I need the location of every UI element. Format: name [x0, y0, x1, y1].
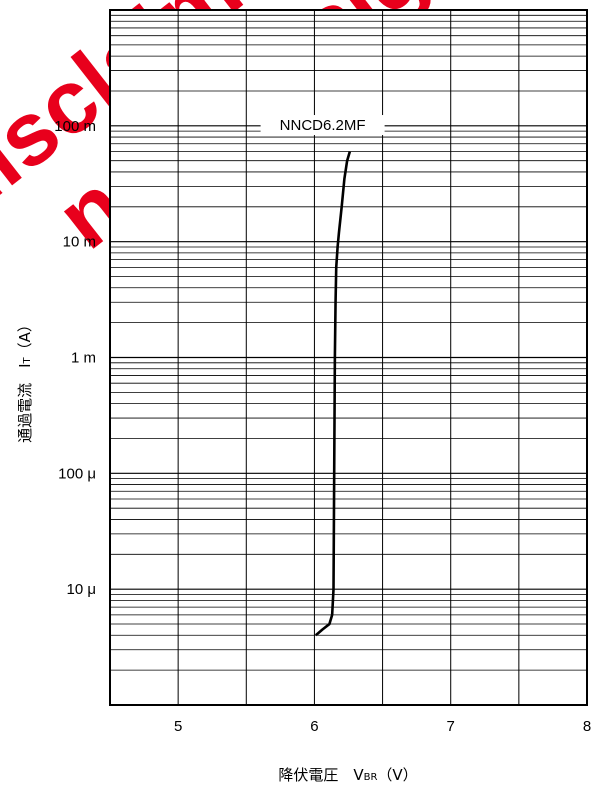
y-axis-label: 通過電流 I	[16, 363, 34, 442]
x-axis-title: 降伏電圧 VBR（V）	[278, 766, 417, 784]
y-axis-subscript: T	[22, 356, 33, 364]
y-tick-label: 10 m	[63, 234, 96, 251]
x-tick-label: 8	[583, 718, 591, 735]
x-tick-label: 5	[174, 718, 182, 735]
x-tick-labels: 5 6 7 8	[174, 718, 591, 735]
plot-frame	[109, 9, 588, 706]
series-line	[314, 151, 352, 637]
x-axis-label: 降伏電圧 V	[278, 766, 364, 784]
y-tick-label: 1 m	[71, 350, 96, 367]
y-axis-title: 通過電流 IT（A）	[16, 317, 34, 443]
y-tick-label: 100 m	[54, 118, 96, 135]
x-axis-subscript: BR	[364, 772, 378, 783]
x-tick-label: 6	[310, 718, 318, 735]
y-tick-labels: 10 μ 100 μ 1 m 10 m 100 m	[54, 118, 96, 598]
series-label-background	[260, 115, 385, 136]
x-axis-unit: （V）	[377, 766, 417, 784]
series-layer	[314, 151, 352, 637]
y-axis-unit: （A）	[16, 317, 34, 357]
series-label: NNCD6.2MF	[280, 117, 366, 134]
y-tick-label: 100 μ	[58, 465, 96, 482]
x-tick-label: 7	[447, 718, 455, 735]
y-tick-label: 10 μ	[67, 581, 97, 598]
